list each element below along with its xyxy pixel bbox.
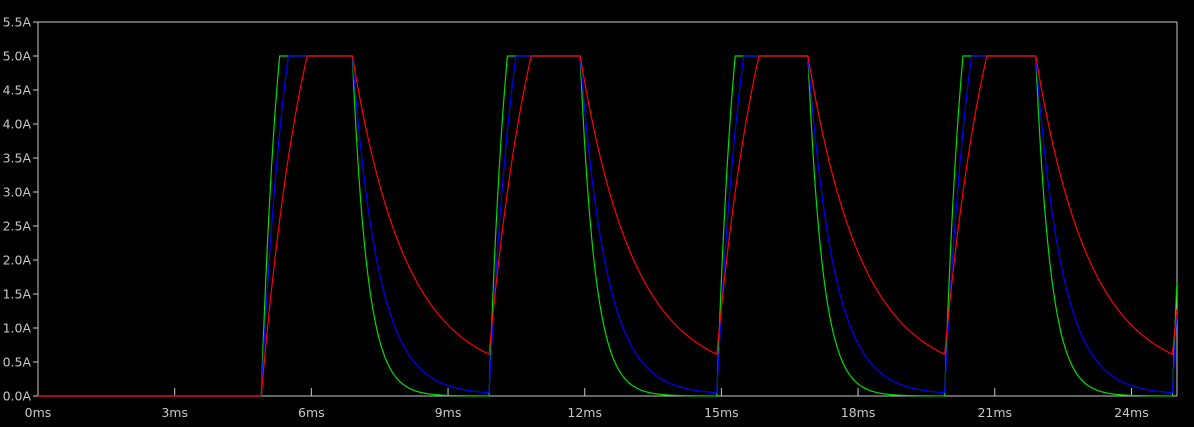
x-tick-label: 12ms bbox=[567, 405, 602, 420]
x-tick-label: 24ms bbox=[1114, 405, 1149, 420]
y-tick-label: 4.0A bbox=[3, 117, 32, 132]
y-tick-label: 4.5A bbox=[3, 83, 32, 98]
y-axis-ticks: 0.0A 0.5A 1.0A 1.5A 2.0A 2.5A 3.0A 3.5A 4.0A 4.5A… bbox=[3, 15, 38, 404]
x-tick-label: 3ms bbox=[161, 405, 188, 420]
y-tick-label: 3.0A bbox=[3, 185, 32, 200]
y-tick-label: 0.0A bbox=[3, 389, 32, 404]
x-tick-label: 0ms bbox=[25, 405, 52, 420]
y-tick-label: 5.0A bbox=[3, 49, 32, 64]
x-tick-label: 18ms bbox=[841, 405, 876, 420]
x-tick-label: 6ms bbox=[298, 405, 325, 420]
x-tick-label: 21ms bbox=[977, 405, 1012, 420]
y-tick-label: 1.5A bbox=[3, 287, 32, 302]
trace-group bbox=[38, 55, 1178, 397]
x-tick-label: 15ms bbox=[704, 405, 739, 420]
y-tick-label: 2.5A bbox=[3, 219, 32, 234]
x-tick-label: 9ms bbox=[435, 405, 462, 420]
y-tick-label: 3.5A bbox=[3, 151, 32, 166]
y-tick-label: 2.0A bbox=[3, 253, 32, 268]
trace-i8mh bbox=[38, 55, 1178, 397]
y-tick-label: 0.5A bbox=[3, 355, 32, 370]
y-tick-label: 1.0A bbox=[3, 321, 32, 336]
x-axis-ticks: 0ms 3ms 6ms 9ms 12ms 15ms 18ms 21ms 24ms bbox=[25, 388, 1149, 420]
y-tick-label: 5.5A bbox=[3, 15, 32, 30]
